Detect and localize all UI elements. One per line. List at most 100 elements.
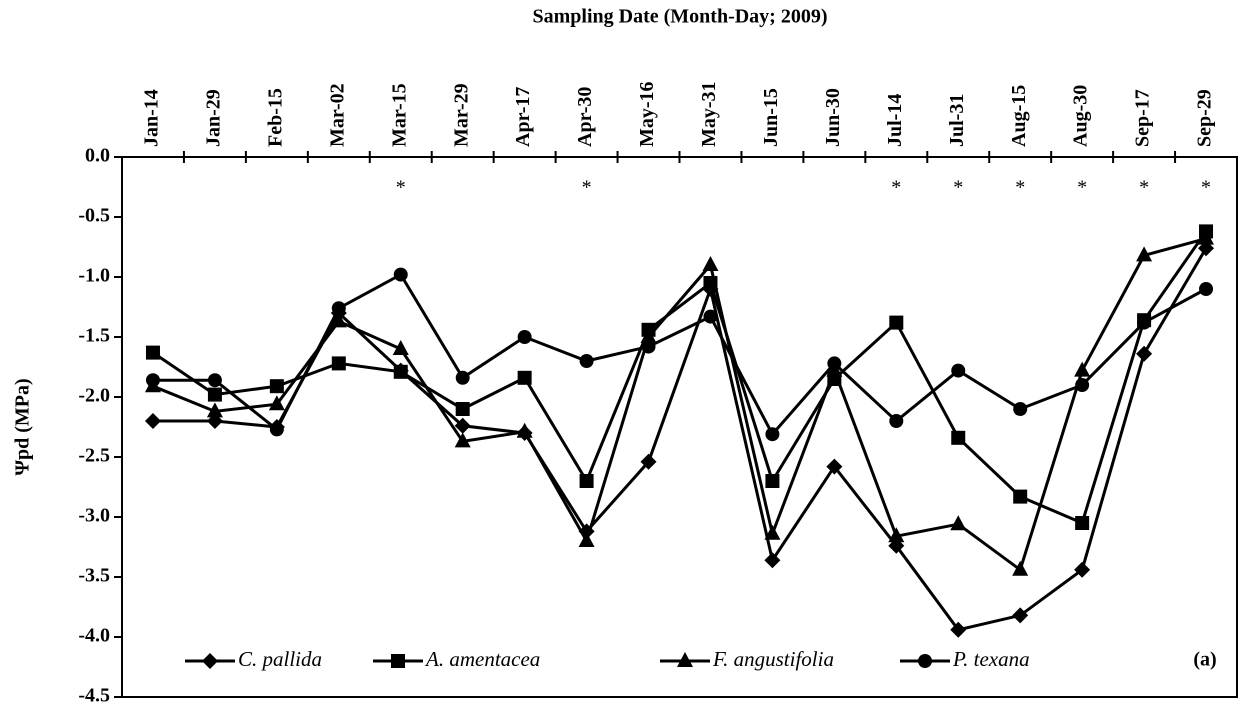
marker	[677, 652, 693, 667]
legend-label: F. angustifolia	[712, 647, 834, 671]
marker	[702, 256, 719, 271]
significance-mark: *	[953, 177, 963, 199]
series-line	[152, 230, 1208, 526]
marker	[765, 474, 780, 488]
y-tick-label: -3.5	[78, 565, 110, 587]
marker	[1013, 489, 1028, 504]
marker	[455, 402, 470, 416]
x-tick-label: Aug-30	[1070, 85, 1092, 147]
marker	[393, 267, 408, 282]
marker	[1013, 402, 1028, 416]
x-tick-label: Sep-17	[1132, 89, 1154, 147]
legend-label: C. pallida	[238, 647, 322, 671]
y-tick-label: -3.0	[78, 505, 110, 527]
panel-label: (a)	[1193, 649, 1216, 671]
x-tick-label: May-16	[636, 81, 658, 147]
marker	[640, 328, 657, 343]
marker	[950, 621, 967, 638]
marker	[827, 356, 842, 371]
series-line	[152, 247, 1208, 632]
x-tick-label: Feb-15	[264, 88, 286, 147]
y-tick-label: -2.0	[78, 385, 110, 407]
marker	[517, 370, 532, 385]
marker	[455, 370, 470, 385]
marker	[206, 402, 223, 418]
plot-frame	[121, 156, 1238, 698]
x-tick-label: May-31	[698, 81, 720, 147]
marker	[1136, 345, 1153, 362]
marker	[765, 427, 780, 442]
significance-mark: *	[1015, 177, 1025, 199]
marker	[579, 474, 594, 488]
x-tick-label: Aug-15	[1008, 85, 1030, 147]
marker	[826, 458, 843, 475]
y-axis-label: Ψpd (MPa)	[12, 378, 34, 475]
marker	[202, 653, 218, 669]
marker	[1074, 361, 1091, 377]
marker	[268, 395, 285, 411]
y-tick-label: -4.5	[78, 685, 110, 707]
marker	[454, 417, 471, 434]
marker	[331, 356, 346, 371]
marker	[269, 379, 284, 394]
x-tick-label: Apr-17	[512, 87, 534, 147]
significance-mark: *	[1201, 177, 1211, 199]
marker	[640, 453, 657, 470]
series-line	[152, 272, 1207, 437]
x-tick-label: Jan-29	[203, 89, 225, 147]
marker	[392, 340, 409, 355]
legend-label: A. amentacea	[424, 647, 540, 671]
y-tick-label: -0.5	[78, 205, 110, 227]
marker	[889, 414, 904, 428]
marker	[391, 654, 405, 668]
x-tick-label: Mar-02	[326, 83, 348, 147]
y-tick-label: -4.0	[78, 625, 110, 647]
marker	[393, 364, 408, 379]
marker	[889, 315, 904, 330]
marker	[579, 354, 594, 368]
marker	[918, 654, 932, 668]
marker	[1075, 378, 1090, 392]
significance-mark: *	[582, 177, 592, 199]
marker	[1136, 246, 1153, 262]
x-tick-label: Jul-31	[946, 94, 968, 147]
x-tick-label: Jun-15	[760, 88, 782, 147]
significance-mark: *	[1139, 177, 1149, 199]
marker	[144, 413, 161, 429]
x-tick-label: Mar-29	[450, 83, 472, 147]
marker	[1012, 607, 1029, 624]
marker	[764, 552, 781, 569]
series-line	[152, 237, 1207, 573]
marker	[330, 312, 347, 328]
y-tick-label: 0.0	[85, 145, 110, 167]
marker	[951, 430, 966, 445]
marker	[145, 345, 160, 360]
x-tick-label: Sep-29	[1194, 89, 1216, 147]
marker	[454, 432, 471, 448]
marker	[703, 309, 718, 324]
marker	[1074, 561, 1091, 578]
marker	[950, 515, 967, 531]
marker	[1137, 315, 1152, 330]
marker	[1012, 560, 1029, 576]
marker	[207, 387, 222, 402]
x-tick-label: Jan-14	[141, 89, 163, 147]
legend-label: P. texana	[952, 647, 1030, 671]
marker	[517, 330, 532, 344]
x-tick-label: Jun-30	[822, 88, 844, 147]
y-tick-label: -2.5	[78, 445, 110, 467]
marker	[578, 532, 595, 547]
marker	[1075, 516, 1090, 530]
marker	[516, 422, 533, 438]
marker	[1199, 282, 1214, 296]
y-tick-label: -1.5	[78, 325, 110, 347]
x-tick-label: Apr-30	[574, 87, 596, 147]
significance-mark: *	[1077, 177, 1087, 199]
marker	[764, 524, 781, 540]
marker	[269, 422, 284, 437]
marker	[951, 363, 966, 378]
marker	[641, 339, 656, 354]
x-tick-label: Jul-14	[884, 94, 906, 147]
chart-title: Sampling Date (Month-Day; 2009)	[533, 6, 828, 28]
